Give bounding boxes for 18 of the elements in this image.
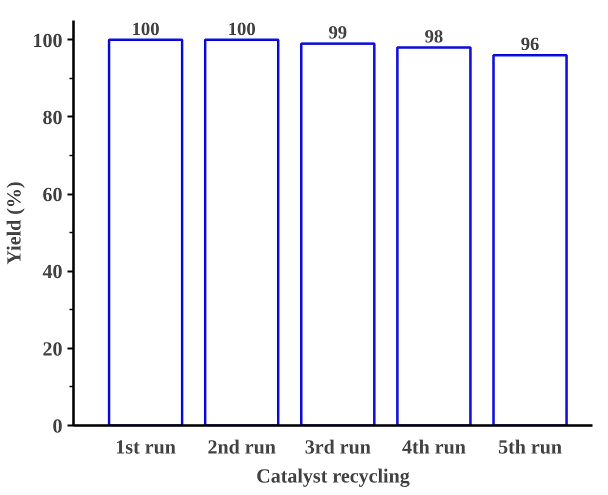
x-tick-label: 4th run <box>402 436 466 458</box>
data-label: 98 <box>424 26 444 48</box>
y-axis-title: Yield (%) <box>4 181 26 265</box>
data-label: 100 <box>132 18 160 40</box>
y-tick-label: 100 <box>32 30 62 52</box>
y-tick-label: 0 <box>52 416 62 438</box>
data-label: 99 <box>328 22 348 44</box>
data-label: 100 <box>228 18 256 40</box>
data-label: 96 <box>520 34 540 56</box>
x-tick-label: 5th run <box>498 436 562 458</box>
y-tick-label: 40 <box>42 261 62 284</box>
y-tick-label: 20 <box>42 338 62 360</box>
x-tick-label: 2nd run <box>208 436 276 458</box>
y-tick-label: 60 <box>42 184 62 206</box>
y-tick-label: 80 <box>42 106 62 129</box>
x-tick-label: 3rd run <box>304 436 371 458</box>
x-tick-label: 1st run <box>115 436 176 458</box>
x-axis-title: Catalyst recycling <box>256 466 410 488</box>
